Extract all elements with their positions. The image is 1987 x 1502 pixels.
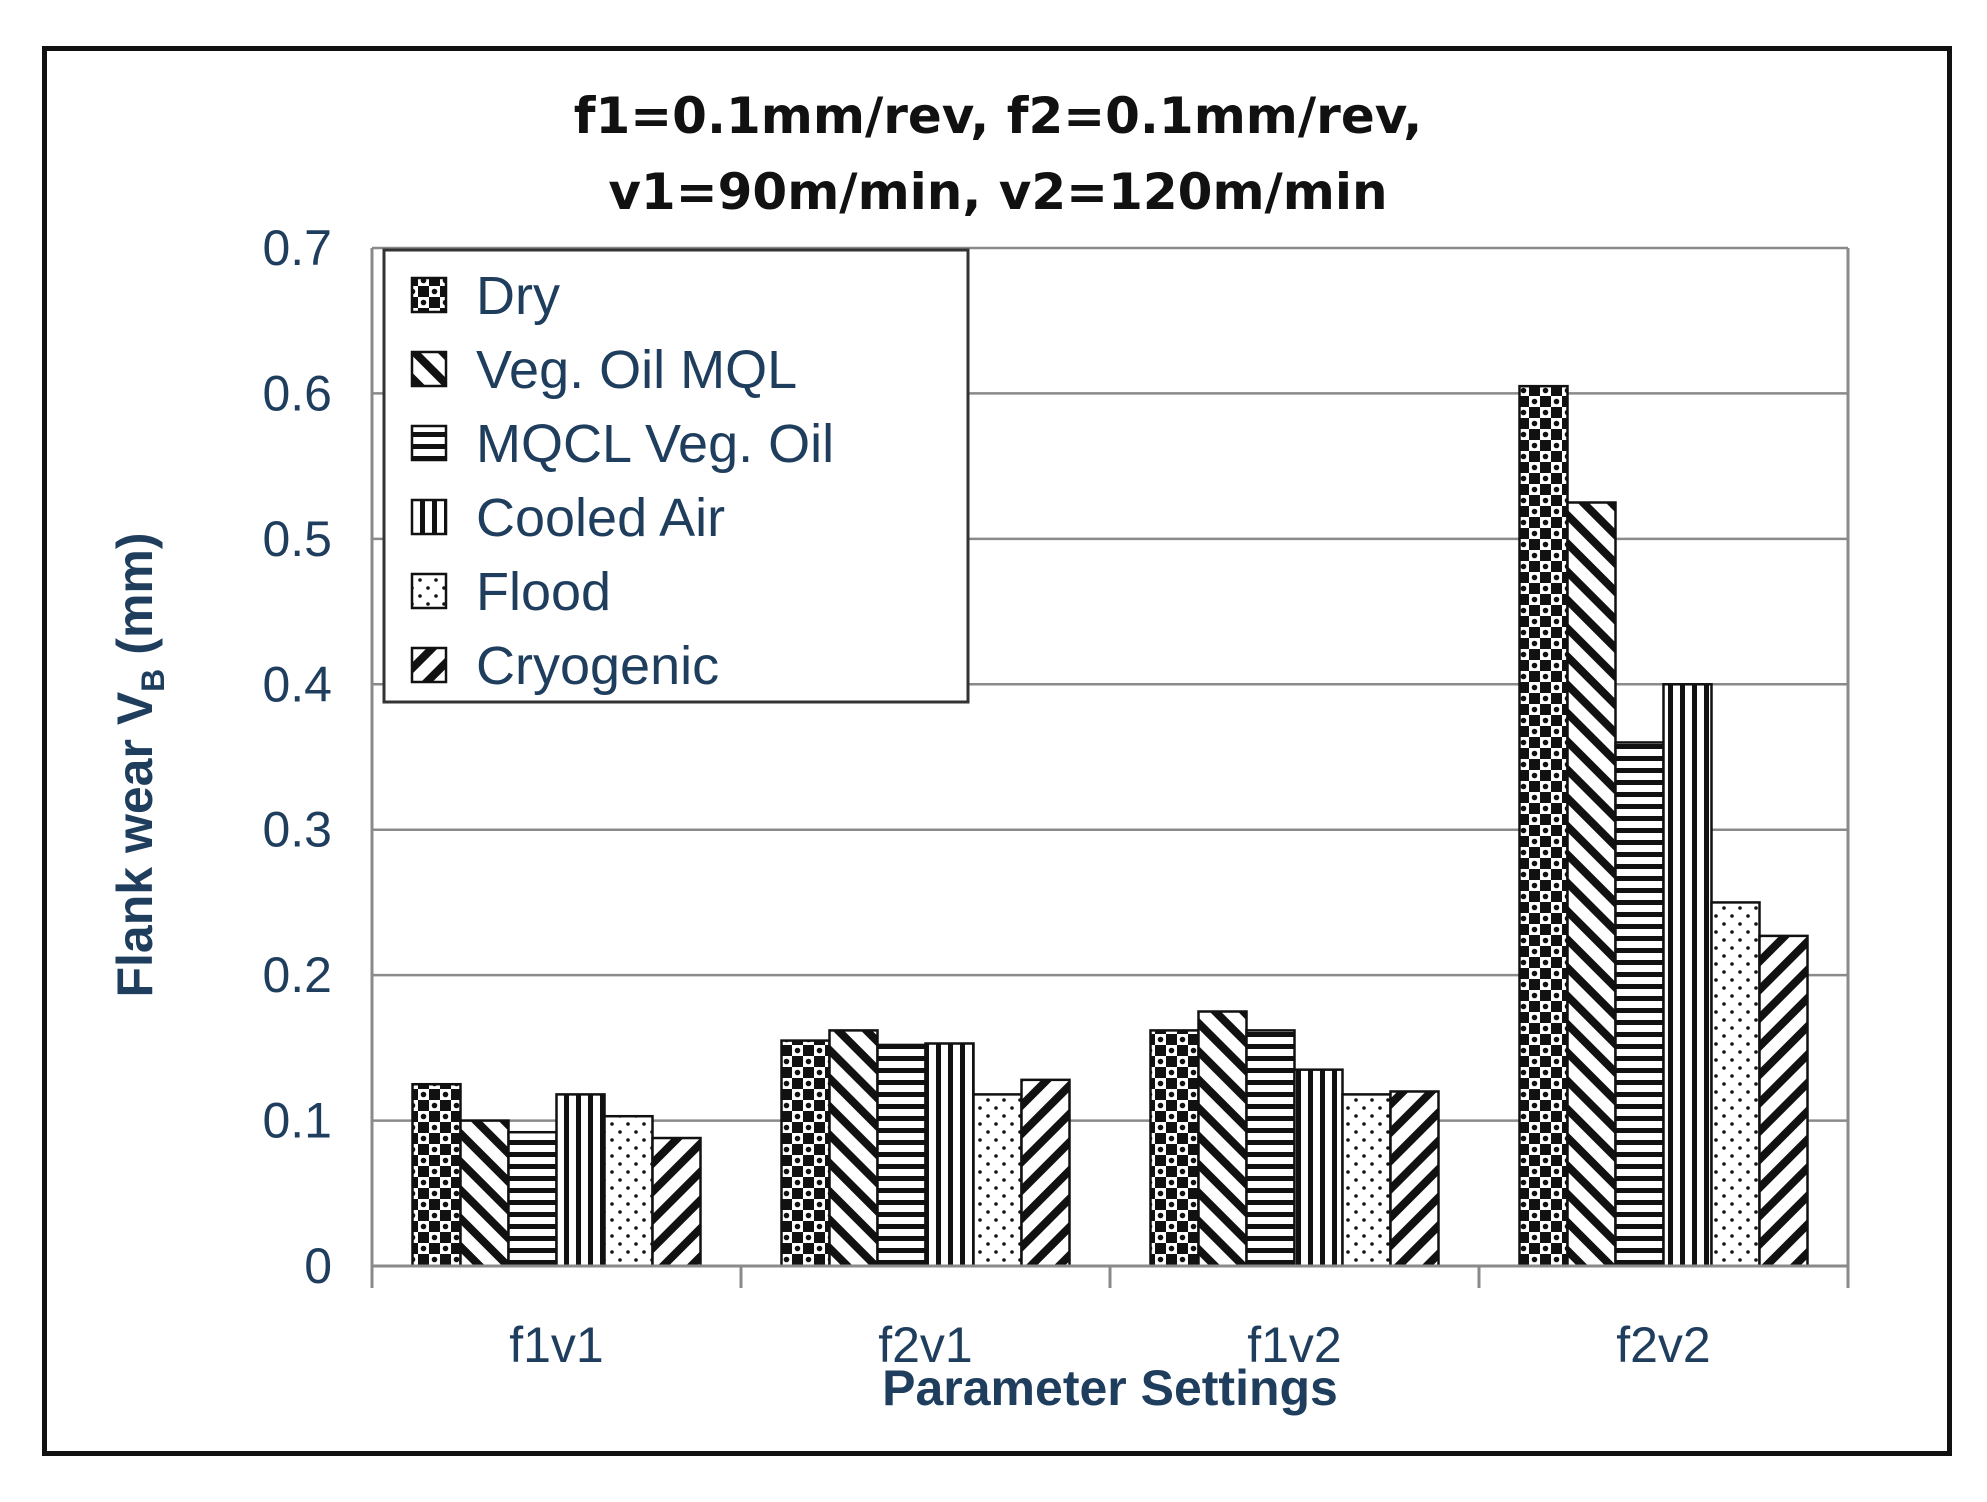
x-tick-label: f1v1 (509, 1317, 604, 1373)
bar (1020, 1078, 1071, 1268)
y-tick-label: 0.3 (262, 802, 332, 858)
x-tick-label: f2v2 (1616, 1317, 1711, 1373)
y-axis-title: Flank wear VB (mm) (107, 532, 171, 997)
legend-swatch (410, 572, 448, 610)
bar (411, 1082, 462, 1268)
bars (411, 384, 1809, 1268)
bar (1566, 501, 1617, 1268)
bar (555, 1093, 606, 1268)
legend-label: Dry (476, 266, 560, 326)
legend-label: Cryogenic (476, 636, 719, 696)
y-axis-title-main: Flank wear V (107, 691, 163, 997)
bar (459, 1119, 510, 1268)
bar (1341, 1093, 1392, 1268)
legend-label: Flood (476, 562, 611, 622)
bar (1614, 741, 1665, 1268)
bar (603, 1114, 654, 1268)
legend-label: Cooled Air (476, 488, 725, 548)
bar (1245, 1029, 1296, 1268)
bar (1293, 1068, 1344, 1268)
chart-title-line-1: f1=0.1mm/rev, f2=0.1mm/rev, (574, 87, 1423, 145)
y-tick-label: 0.5 (262, 511, 332, 567)
bar (780, 1039, 831, 1268)
x-axis-tick-labels: f1v1 f2v1 f1v2 f2v2 (509, 1317, 1711, 1373)
legend-swatch (410, 498, 448, 536)
legend-box (382, 248, 970, 704)
bar (651, 1136, 702, 1268)
y-axis-title-subscript: B (135, 669, 171, 692)
x-tick-label: f2v1 (878, 1317, 973, 1373)
axes (370, 248, 1850, 1288)
bar (828, 1029, 879, 1268)
y-tick-label: 0.7 (262, 220, 332, 276)
bar (1197, 1010, 1248, 1268)
y-axis-tick-labels: 0 0.1 0.2 0.3 0.4 0.5 0.6 0.7 (262, 220, 332, 1294)
bar (1758, 934, 1809, 1268)
bar (972, 1093, 1023, 1268)
legend-swatch (410, 424, 448, 462)
y-tick-label: 0.2 (262, 947, 332, 1003)
bar (876, 1043, 927, 1268)
chart-title-line-2: v1=90m/min, v2=120m/min (608, 163, 1387, 221)
bar (507, 1130, 558, 1268)
y-axis-title-unit: (mm) (107, 532, 163, 654)
x-tick-label: f1v2 (1247, 1317, 1342, 1373)
y-tick-label: 0.1 (262, 1093, 332, 1149)
legend: Dry Veg. Oil MQL MQCL Veg. Oil Cooled Air Fl… (382, 248, 970, 704)
bar (1389, 1090, 1440, 1268)
legend-swatch (410, 276, 448, 314)
x-axis-title: Parameter Settings (882, 1360, 1338, 1416)
legend-swatch (410, 350, 448, 388)
bar (1518, 384, 1569, 1268)
legend-label: Veg. Oil MQL (476, 340, 797, 400)
y-tick-label: 0.4 (262, 656, 332, 712)
legend-label: MQCL Veg. Oil (476, 414, 834, 474)
bar (1149, 1029, 1200, 1268)
legend-swatch (410, 646, 448, 684)
bar (1662, 683, 1713, 1268)
y-tick-label: 0 (304, 1238, 332, 1294)
bar (924, 1042, 975, 1268)
bar (1710, 901, 1761, 1268)
y-tick-label: 0.6 (262, 365, 332, 421)
